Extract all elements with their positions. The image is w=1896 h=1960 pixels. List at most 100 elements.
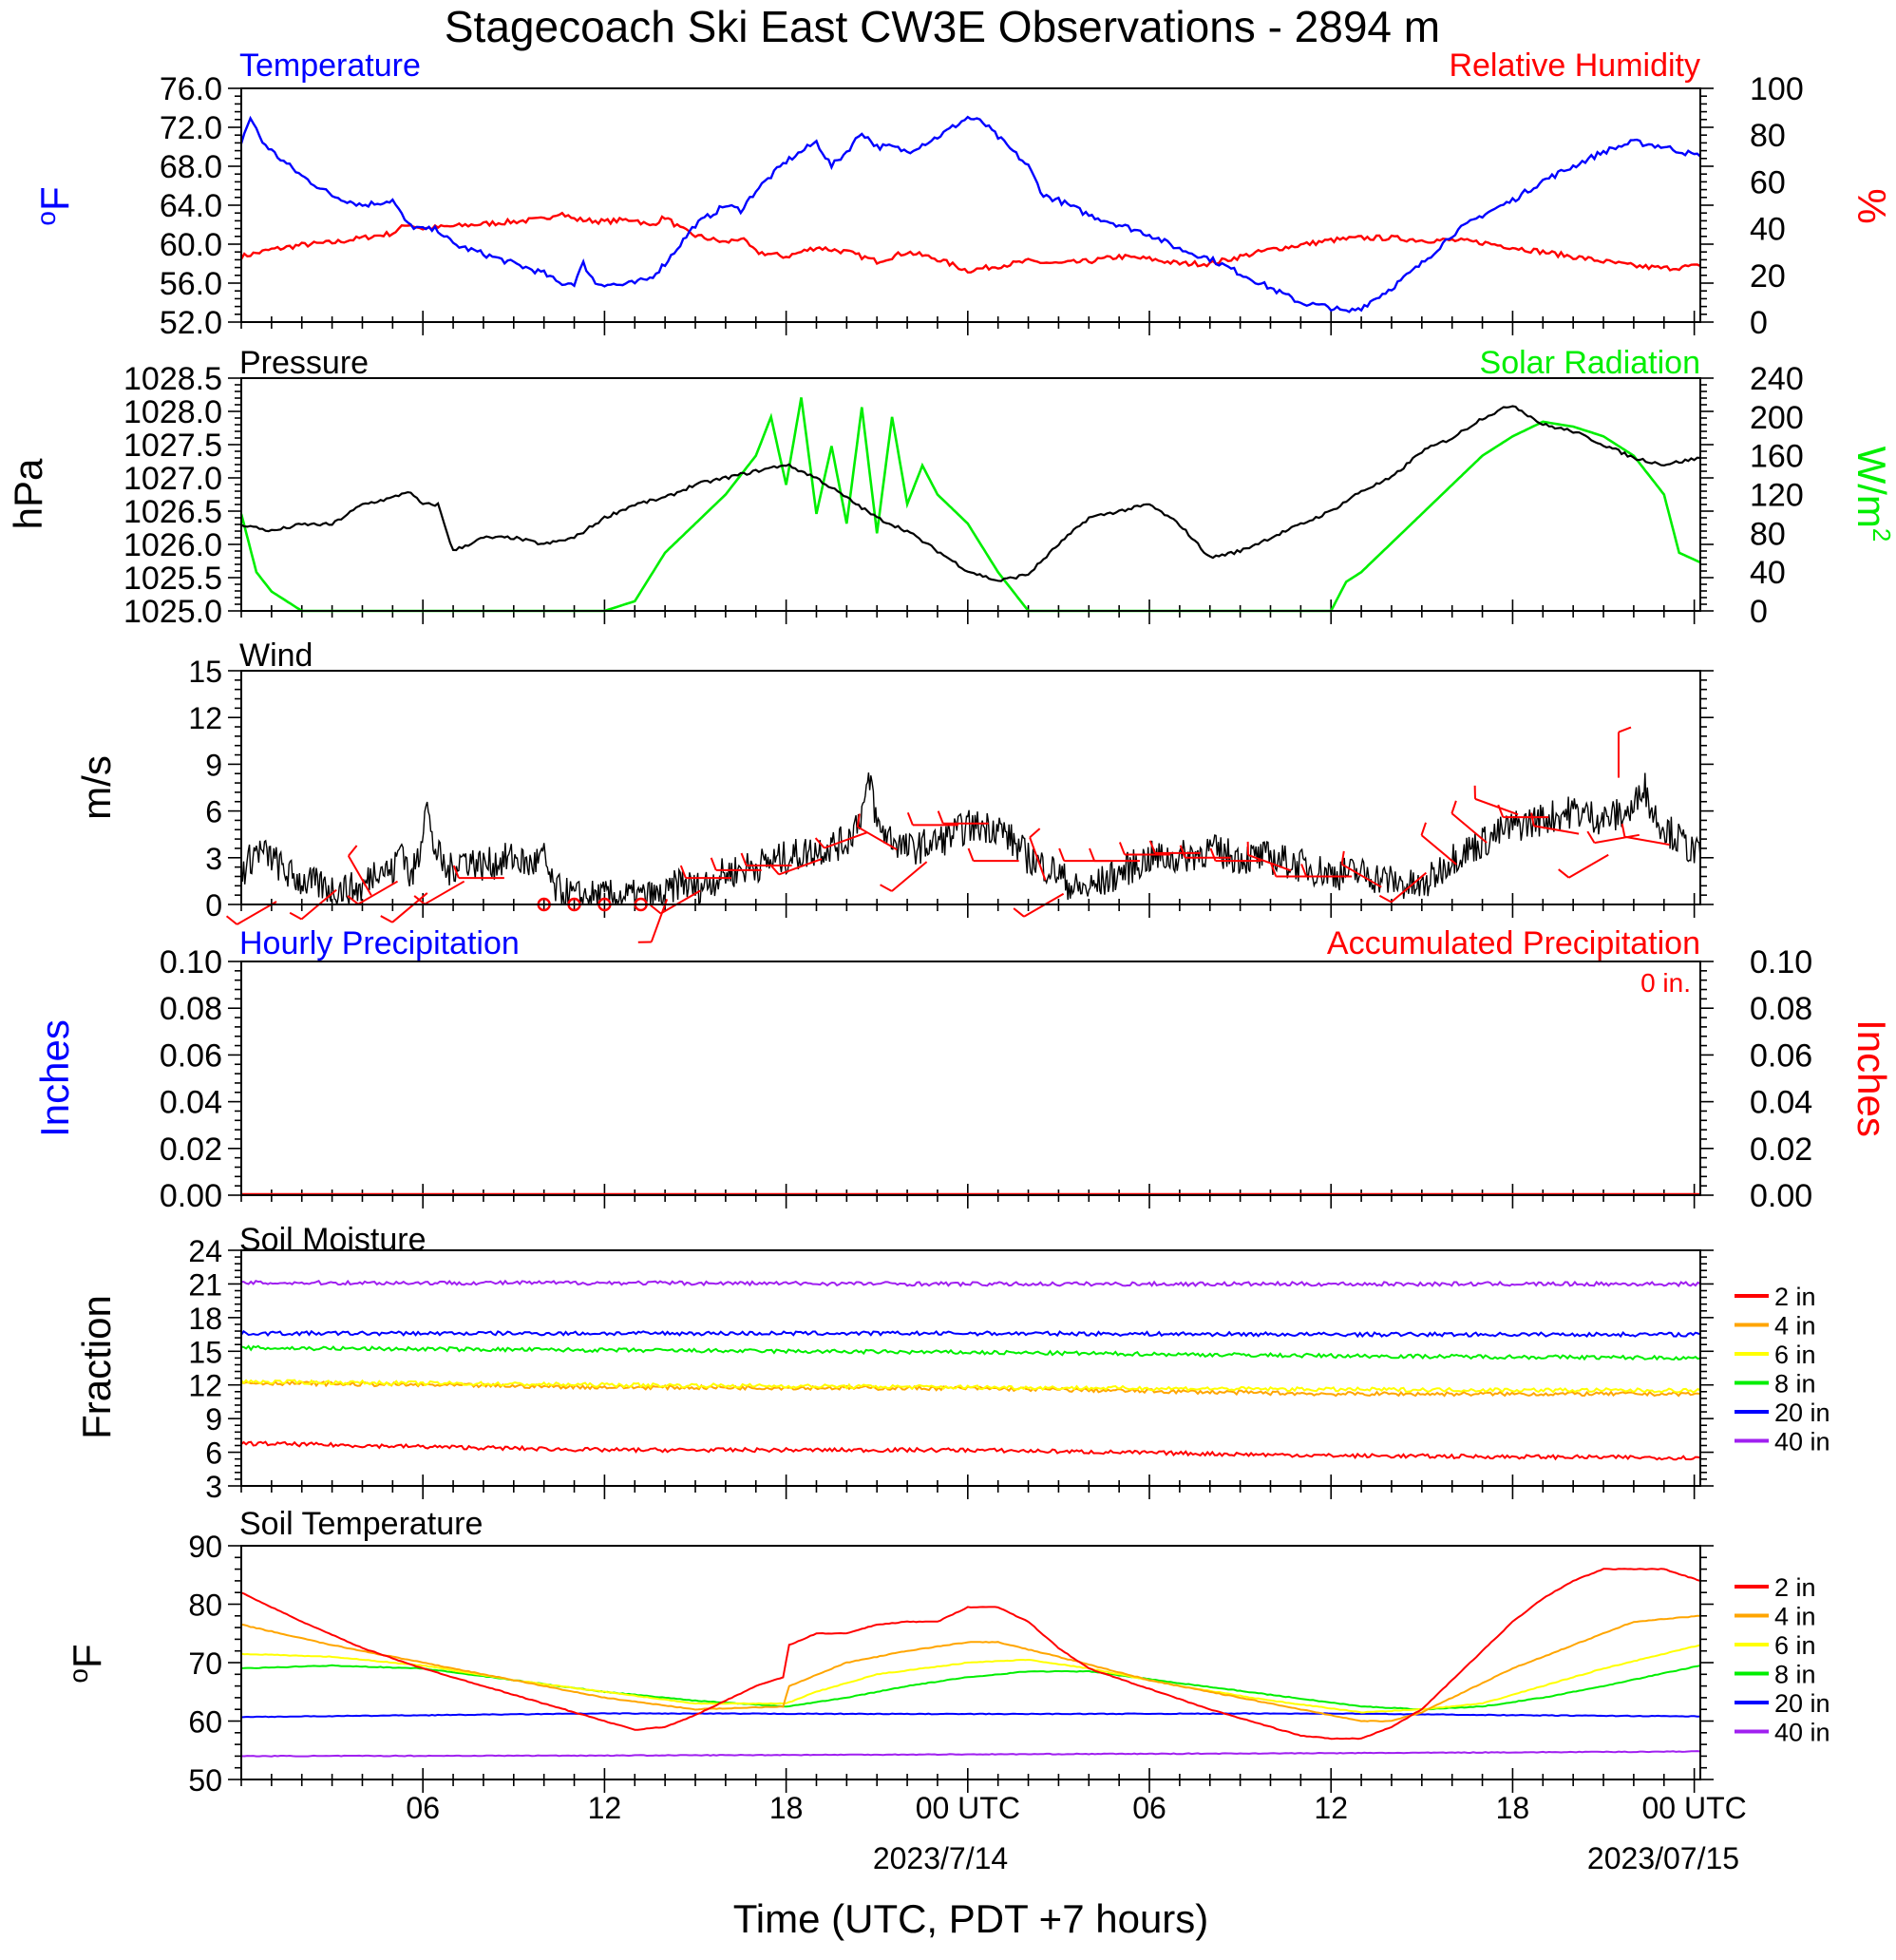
y-right-tick-label: 40: [1750, 212, 1786, 248]
legend-label: 8 in: [1774, 1661, 1816, 1689]
y-tick-label: 56.0: [160, 266, 222, 302]
y-tick-label: 50: [188, 1763, 222, 1798]
y-right-tick-label: 0.08: [1750, 991, 1812, 1027]
wind-barb-flag: [969, 848, 974, 861]
wind-barb-flag: [742, 853, 747, 866]
y-right-tick-label: 0: [1750, 305, 1768, 341]
wind-barb: [358, 882, 398, 904]
y-right-tick-label: 40: [1750, 555, 1786, 591]
precip-left-tick-labels: 0.100.080.060.040.020.00: [160, 944, 1714, 1214]
y-right-tick-label: 60: [1750, 164, 1786, 200]
legend-label: 4 in: [1774, 1603, 1816, 1631]
y-right-tick-label: 0.06: [1750, 1037, 1812, 1074]
soil-moisture-unit: Fraction: [74, 1295, 119, 1439]
hourly-precip-unit: Inches: [32, 1019, 77, 1137]
legend-label: 2 in: [1774, 1283, 1816, 1311]
y-tick-label: 15: [188, 1335, 222, 1369]
legend-label: 4 in: [1774, 1312, 1816, 1341]
wind-barb: [1422, 835, 1457, 865]
y-tick-label: 1026.5: [123, 494, 222, 530]
y-tick-label: 9: [205, 1402, 222, 1437]
soil-temperature-series-group: [241, 1569, 1700, 1757]
soil-temperature-20in-line: [241, 1713, 1700, 1717]
y-right-tick-label: 0.10: [1750, 944, 1812, 980]
y-tick-label: 0: [205, 888, 222, 923]
wind-axes-frame: [241, 671, 1700, 904]
solar-line: [241, 397, 1700, 611]
wind-barb-flag: [349, 846, 357, 856]
precipitation-panel: Hourly Precipitation Accumulated Precipi…: [32, 925, 1894, 1214]
y-right-tick-label: 0.00: [1750, 1178, 1812, 1214]
humidity-unit: %: [1849, 188, 1894, 223]
legend-label: 6 in: [1774, 1631, 1816, 1660]
wind-barb-flag: [881, 885, 892, 891]
y-right-tick-label: 80: [1750, 516, 1786, 552]
soil-moisture-8in-line: [241, 1346, 1700, 1360]
wind-barb: [392, 893, 427, 923]
wind-barb-flag: [1014, 908, 1024, 917]
y-tick-label: 6: [205, 795, 222, 829]
x-tick-label: 18: [769, 1791, 804, 1825]
solar-unit: W/m2: [1849, 447, 1896, 542]
wind-barb-flag: [1120, 842, 1125, 854]
humidity-title: Relative Humidity: [1449, 48, 1700, 84]
wind-barb: [1624, 837, 1669, 845]
wind-barb-flag: [1301, 864, 1306, 876]
temperature-unit: oF: [31, 186, 77, 225]
precip-right-tick-labels: 0.100.080.060.040.020.00: [1750, 944, 1812, 1214]
y-right-tick-label: 80: [1750, 118, 1786, 154]
y-tick-label: 60: [188, 1705, 222, 1740]
y-tick-label: 18: [188, 1302, 222, 1336]
wind-barb: [652, 899, 667, 942]
chart-title: Stagecoach Ski East CW3E Observations - …: [445, 2, 1440, 51]
y-tick-label: 0.10: [160, 944, 222, 980]
x-tick-label: 00 UTC: [916, 1791, 1020, 1825]
y-tick-label: 0.04: [160, 1085, 222, 1121]
y-tick-label: 1026.0: [123, 527, 222, 563]
pressure-axes-frame: [241, 378, 1700, 611]
y-right-tick-label: 200: [1750, 400, 1804, 436]
wind-barb-flag: [1619, 728, 1631, 733]
x-tick-label: 12: [588, 1791, 622, 1825]
pressure-unit: hPa: [6, 458, 50, 529]
y-tick-label: 6: [205, 1437, 222, 1471]
wind-barb-flag: [1559, 869, 1569, 878]
wind-barb-flag: [651, 905, 661, 914]
y-tick-label: 1025.5: [123, 561, 222, 597]
pressure-tick-labels: 1028.51028.01027.51027.01026.51026.01025…: [123, 361, 1714, 630]
solar-title: Solar Radiation: [1480, 345, 1700, 381]
wind-barb-flag: [1090, 848, 1094, 861]
y-right-tick-label: 20: [1750, 258, 1786, 295]
y-tick-label: 12: [188, 701, 222, 735]
y-right-tick-label: 0.02: [1750, 1132, 1812, 1168]
y-tick-label: 3: [205, 1470, 222, 1504]
wind-barb: [892, 862, 927, 891]
soil-temperature-unit: oF: [64, 1644, 109, 1683]
y-tick-label: 0.08: [160, 991, 222, 1027]
y-right-tick-label: 0: [1750, 594, 1768, 630]
accum-precip-unit: Inches: [1849, 1019, 1894, 1137]
legend-label: 40 in: [1774, 1719, 1830, 1747]
legend-label: 20 in: [1774, 1689, 1830, 1718]
y-tick-label: 1028.0: [123, 394, 222, 430]
wind-barb-flag: [1379, 896, 1391, 903]
y-tick-label: 0.00: [160, 1178, 222, 1214]
wind-title: Wind: [239, 637, 313, 674]
wind-unit: m/s: [74, 755, 119, 820]
y-tick-label: 15: [188, 655, 222, 689]
wind-barb-flag: [1422, 823, 1427, 835]
y-right-tick-label: 240: [1750, 361, 1804, 397]
precipitation-axes-frame: [241, 961, 1700, 1195]
y-tick-label: 1027.0: [123, 461, 222, 497]
temperature-tick-labels: 76.072.068.064.060.056.052.0: [160, 71, 1714, 341]
y-tick-label: 90: [188, 1530, 222, 1564]
